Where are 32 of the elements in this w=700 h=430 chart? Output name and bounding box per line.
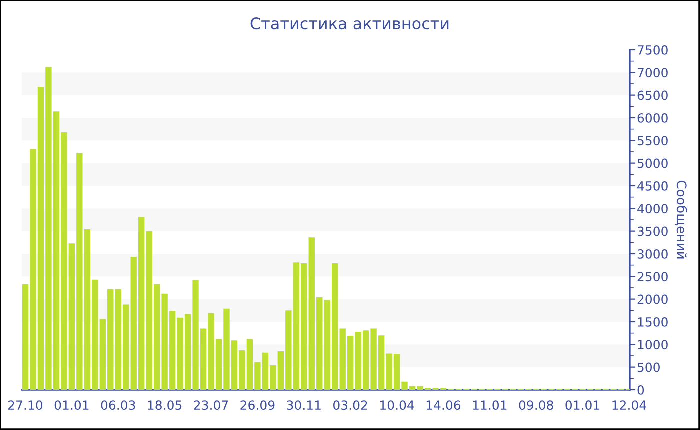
x-tick-label: 10.04 — [380, 400, 414, 410]
y-tick-label: 2500 — [638, 272, 668, 282]
x-tick-label: 12.04 — [612, 400, 646, 410]
x-tick-label: 06.03 — [101, 400, 136, 410]
y-tick-label: 5500 — [638, 136, 668, 146]
x-tick-label: 09.08 — [519, 400, 554, 410]
chart-title: Статистика активности — [250, 18, 449, 30]
y-tick-label: 7000 — [638, 68, 668, 78]
x-tick-label: 14.06 — [426, 400, 461, 410]
y-tick-label: 4000 — [638, 204, 668, 214]
y-tick-label: 1500 — [638, 317, 668, 327]
y-tick-label: 500 — [638, 362, 660, 372]
x-tick-label: 01.01 — [566, 400, 600, 410]
x-tick-label: 30.11 — [287, 400, 321, 410]
x-tick-label: 03.02 — [334, 400, 368, 410]
y-tick-label: 6500 — [638, 90, 668, 100]
y-tick-label: 3000 — [638, 249, 668, 259]
y-tick-label: 1000 — [638, 340, 668, 350]
x-tick-label: 11.01 — [473, 400, 507, 410]
y-tick-label: 5000 — [638, 158, 668, 168]
y-tick-label: 4500 — [638, 181, 668, 191]
x-tick-label: 27.10 — [8, 400, 43, 410]
y-tick-label: 0 — [638, 385, 644, 395]
y-tick-label: 2000 — [638, 294, 668, 304]
x-tick-label: 18.05 — [148, 400, 182, 410]
x-tick-label: 23.07 — [194, 400, 228, 410]
x-tick-label: 01.01 — [54, 400, 89, 410]
y-axis-title: Сообщений — [675, 180, 688, 259]
y-tick-label: 6000 — [638, 113, 668, 123]
x-tick-label: 26.09 — [240, 400, 275, 410]
y-tick-label: 7500 — [638, 45, 668, 55]
y-tick-label: 3500 — [638, 226, 668, 236]
